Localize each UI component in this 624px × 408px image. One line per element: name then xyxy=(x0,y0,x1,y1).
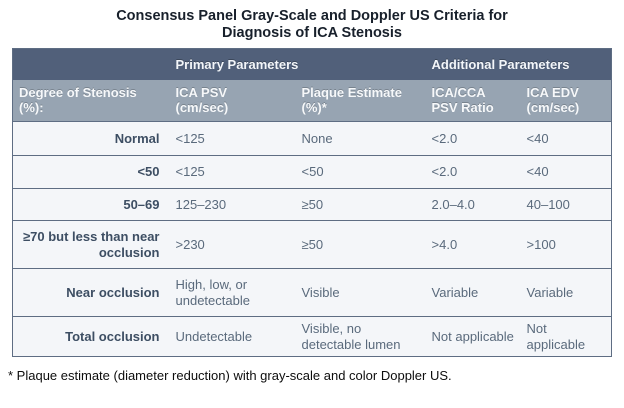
cell-plaque-estimate: <50 xyxy=(301,164,324,179)
column-header-row: Degree of Stenosis (%): ICA PSV (cm/sec)… xyxy=(12,79,612,122)
cell-ica-psv: Undetectable xyxy=(175,328,253,344)
row-label: 50–69 xyxy=(123,196,160,212)
cell-plaque-estimate: None xyxy=(301,130,333,146)
cell-ica-edv: 40–100 xyxy=(526,196,570,212)
column-header-plaque-estimate: Plaque Estimate (%)* xyxy=(295,79,426,122)
row-label: Normal xyxy=(114,130,160,146)
table-row-lt50: <50 <125 <50 <2.0 <40 xyxy=(12,155,612,189)
cell-ica-edv: <40 xyxy=(526,130,549,146)
cell-plaque-estimate: ≥50 xyxy=(301,236,324,252)
column-header-ica-psv: ICA PSV (cm/sec) xyxy=(169,79,296,122)
row-label: <50 xyxy=(137,164,160,179)
table-row-total-occlusion: Total occlusion Undetectable Visible, no… xyxy=(12,316,612,357)
cell-psv-ratio: >4.0 xyxy=(431,236,458,252)
cell-ica-psv: <125 xyxy=(175,130,205,146)
row-label: Near occlusion xyxy=(66,284,160,300)
footnote: * Plaque estimate (diameter reduction) w… xyxy=(8,368,452,383)
group-header-row: Primary Parameters Additional Parameters xyxy=(12,48,612,80)
table-row-gte70: ≥70 but less than near occlusion >230 ≥5… xyxy=(12,220,612,269)
column-header-ica-cca-psv-ratio: ICA/CCA PSV Ratio xyxy=(425,79,521,122)
column-header-ica-edv: ICA EDV (cm/sec) xyxy=(520,79,612,122)
row-label: Total occlusion xyxy=(65,328,160,344)
title-line-1: Consensus Panel Gray-Scale and Doppler U… xyxy=(116,8,508,24)
cell-ica-psv: >230 xyxy=(175,236,205,252)
cell-ica-psv: 125–230 xyxy=(175,196,227,212)
cell-psv-ratio: 2.0–4.0 xyxy=(431,196,475,212)
cell-ica-psv: <125 xyxy=(175,164,205,179)
page-title: Consensus Panel Gray-Scale and Doppler U… xyxy=(0,8,624,42)
group-header-additional: Additional Parameters xyxy=(425,48,612,80)
cell-plaque-estimate: Visible, no detectable lumen xyxy=(301,320,401,352)
title-line-2: Diagnosis of ICA Stenosis xyxy=(222,25,402,41)
cell-ica-edv: >100 xyxy=(526,236,556,252)
cell-plaque-estimate: ≥50 xyxy=(301,196,324,212)
cell-psv-ratio: Not applicable xyxy=(431,328,514,344)
column-header-degree-of-stenosis: Degree of Stenosis (%): xyxy=(12,79,170,122)
group-header-spacer xyxy=(12,48,170,80)
cell-psv-ratio: <2.0 xyxy=(431,164,458,179)
cell-ica-edv: Variable xyxy=(526,284,574,300)
group-header-primary: Primary Parameters xyxy=(169,48,426,80)
cell-ica-edv: <40 xyxy=(526,164,549,179)
cell-psv-ratio: Variable xyxy=(431,284,479,300)
table-row-near-occlusion: Near occlusion High, low, or undetectabl… xyxy=(12,268,612,317)
cell-ica-edv: Not applicable xyxy=(526,320,586,352)
cell-psv-ratio: <2.0 xyxy=(431,130,458,146)
table-row-normal: Normal <125 None <2.0 <40 xyxy=(12,121,612,156)
stenosis-criteria-table: Primary Parameters Additional Parameters… xyxy=(12,48,613,357)
cell-plaque-estimate: Visible xyxy=(301,284,340,300)
table-row-50-69: 50–69 125–230 ≥50 2.0–4.0 40–100 xyxy=(12,188,612,221)
cell-ica-psv: High, low, or undetectable xyxy=(175,276,250,308)
row-label: ≥70 but less than near occlusion xyxy=(23,228,160,260)
